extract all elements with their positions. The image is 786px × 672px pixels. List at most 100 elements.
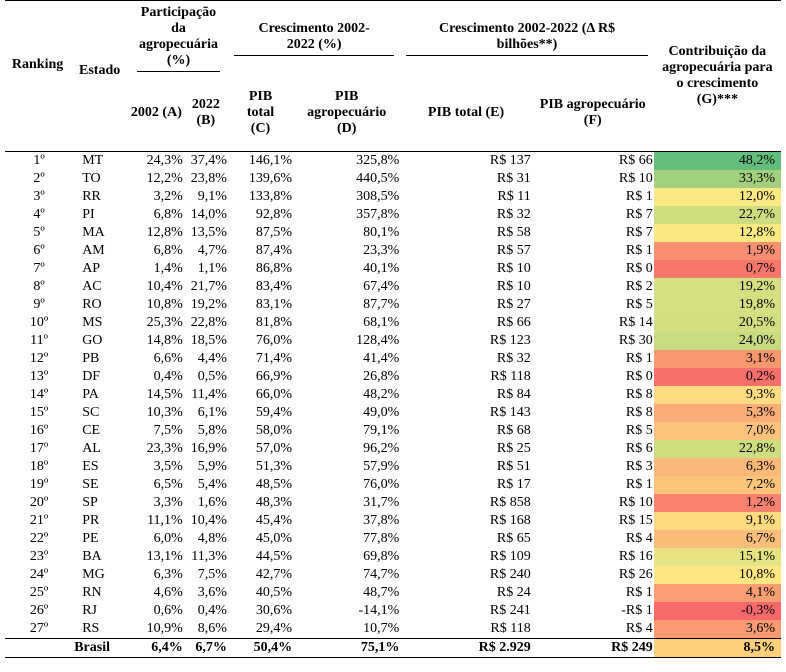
rank-cell: 1º bbox=[33, 153, 45, 168]
total-estado: Brasil bbox=[70, 638, 130, 658]
table-row: 8º AC 10,4% 21,7% 83,4% 67,4% R$ 10 R$ 2 19,2% bbox=[5, 278, 781, 296]
pib-total-pct-cell: 51,3% bbox=[255, 459, 293, 474]
pib-agro-pct-cell: 26,8% bbox=[363, 369, 400, 384]
estado-cell: BA bbox=[82, 549, 102, 564]
pib-agro-pct-cell: 10,7% bbox=[363, 621, 400, 636]
pib-agro-abs-cell: R$ 8 bbox=[625, 405, 653, 420]
rank-cell: 20º bbox=[29, 495, 49, 510]
pib-total-pct-cell: 87,5% bbox=[255, 225, 293, 240]
table-row: 13º DF 0,4% 0,5% 66,9% 26,8% R$ 118 R$ 0 0,2% bbox=[5, 368, 781, 386]
part-2022-cell: 9,1% bbox=[197, 189, 227, 204]
total-a: 6,4% bbox=[129, 638, 184, 658]
contribuicao-cell: 33,3% bbox=[653, 170, 781, 188]
pib-agro-pct-cell: 41,4% bbox=[363, 351, 400, 366]
pib-total-pct-cell: 59,4% bbox=[255, 405, 293, 420]
part-2002-cell: 3,3% bbox=[153, 495, 183, 510]
contribuicao-cell: 22,8% bbox=[653, 440, 781, 458]
rank-cell: 8º bbox=[33, 279, 45, 294]
contribuicao-cell: 20,5% bbox=[653, 314, 781, 332]
part-2002-cell: 7,5% bbox=[153, 423, 183, 438]
part-2002-cell: 23,3% bbox=[146, 441, 183, 456]
estado-cell: DF bbox=[82, 369, 101, 384]
header-crescimento-abs: Crescimento 2002-2022 (Δ R$ bilhões**) bbox=[400, 0, 654, 75]
pib-agro-pct-cell: 308,5% bbox=[356, 189, 400, 204]
header-col-b: 2022 (B) bbox=[183, 75, 228, 152]
contribuicao-cell: 5,3% bbox=[653, 404, 781, 422]
pib-total-abs-cell: R$ 32 bbox=[496, 351, 531, 366]
pib-total-pct-cell: 40,5% bbox=[255, 585, 293, 600]
contribuicao-cell: 4,1% bbox=[653, 584, 781, 602]
pib-agro-abs-cell: R$ 3 bbox=[625, 459, 653, 474]
part-2002-cell: 0,6% bbox=[153, 603, 183, 618]
table-body: 1º MT 24,3% 37,4% 146,1% 325,8% R$ 137 R$ 66 48,… bbox=[5, 151, 781, 639]
estado-cell: AC bbox=[82, 279, 102, 294]
part-2002-cell: 6,8% bbox=[153, 243, 183, 258]
contribuicao-cell: 1,9% bbox=[653, 242, 781, 260]
pib-total-abs-cell: R$ 118 bbox=[490, 369, 531, 384]
pib-agro-pct-cell: 23,3% bbox=[363, 243, 400, 258]
part-2022-cell: 5,8% bbox=[197, 423, 227, 438]
pib-total-pct-cell: 76,0% bbox=[255, 333, 293, 348]
part-2002-cell: 10,3% bbox=[146, 405, 183, 420]
estado-cell: RN bbox=[82, 585, 102, 600]
contribuicao-cell: 3,6% bbox=[653, 620, 781, 639]
estado-cell: MA bbox=[82, 225, 105, 240]
rank-cell: 3º bbox=[33, 189, 45, 204]
pib-total-abs-cell: R$ 25 bbox=[496, 441, 531, 456]
pib-total-pct-cell: 45,0% bbox=[255, 531, 293, 546]
table-row: 10º MS 25,3% 22,8% 81,8% 68,1% R$ 66 R$ 14 20,5% bbox=[5, 314, 781, 332]
contribuicao-cell: 6,7% bbox=[653, 530, 781, 548]
contribuicao-cell: 7,0% bbox=[653, 422, 781, 440]
rank-cell: 10º bbox=[29, 315, 49, 330]
part-2022-cell: 0,4% bbox=[197, 603, 227, 618]
pib-total-abs-cell: R$ 65 bbox=[496, 531, 531, 546]
rank-cell: 5º bbox=[33, 225, 45, 240]
pib-agro-abs-cell: R$ 6 bbox=[625, 441, 653, 456]
table-row: 9º RO 10,8% 19,2% 83,1% 87,7% R$ 27 R$ 5 19,8% bbox=[5, 296, 781, 314]
pib-total-pct-cell: 83,1% bbox=[255, 297, 293, 312]
pib-agro-abs-cell: R$ 16 bbox=[618, 549, 653, 564]
contribuicao-cell: 19,8% bbox=[653, 296, 781, 314]
pib-total-abs-cell: R$ 137 bbox=[489, 153, 531, 168]
pib-agro-abs-cell: R$ 4 bbox=[625, 531, 653, 546]
rank-cell: 9º bbox=[33, 297, 45, 312]
pib-agro-abs-cell: R$ 15 bbox=[618, 513, 653, 528]
pib-agro-abs-cell: R$ 1 bbox=[625, 243, 653, 258]
table-row: 11º GO 14,8% 18,5% 76,0% 128,4% R$ 123 R$ 30 24,… bbox=[5, 332, 781, 350]
part-2022-cell: 19,2% bbox=[190, 297, 227, 312]
header-ranking: Ranking bbox=[5, 0, 71, 152]
part-2022-cell: 14,0% bbox=[190, 207, 227, 222]
pib-agro-abs-cell: R$ 7 bbox=[625, 225, 653, 240]
part-2002-cell: 10,8% bbox=[146, 297, 183, 312]
estado-cell: RO bbox=[82, 297, 102, 312]
pib-agro-pct-cell: 37,8% bbox=[363, 513, 400, 528]
table-row: 27º RS 10,9% 8,6% 29,4% 10,7% R$ 118 R$ 4 3,6% bbox=[5, 620, 781, 639]
part-2002-cell: 6,8% bbox=[153, 207, 183, 222]
estado-cell: AP bbox=[82, 261, 101, 276]
pib-agro-pct-cell: 440,5% bbox=[356, 171, 400, 186]
estado-cell: CE bbox=[82, 423, 101, 438]
part-2022-cell: 23,8% bbox=[190, 171, 227, 186]
estado-cell: RJ bbox=[82, 603, 97, 618]
header-crescimento-pct-label: Crescimento 2002-2022 (%) bbox=[233, 21, 395, 56]
pib-total-pct-cell: 81,8% bbox=[255, 315, 293, 330]
pib-agro-pct-cell: 48,2% bbox=[363, 387, 400, 402]
pib-total-pct-cell: 66,9% bbox=[255, 369, 293, 384]
pib-total-pct-cell: 45,4% bbox=[255, 513, 293, 528]
pib-total-pct-cell: 83,4% bbox=[255, 279, 293, 294]
contribuicao-cell: 48,2% bbox=[653, 151, 781, 170]
pib-total-pct-cell: 133,8% bbox=[248, 189, 293, 204]
pib-total-pct-cell: 30,6% bbox=[255, 603, 293, 618]
contribuicao-cell: 0,7% bbox=[653, 260, 781, 278]
pib-agro-abs-cell: R$ 14 bbox=[618, 315, 653, 330]
pib-agro-pct-cell: 69,8% bbox=[363, 549, 400, 564]
part-2022-cell: 3,6% bbox=[197, 585, 227, 600]
part-2022-cell: 7,5% bbox=[197, 567, 227, 582]
part-2022-cell: 16,9% bbox=[190, 441, 227, 456]
rank-cell: 24º bbox=[29, 567, 49, 582]
table-row: 12º PB 6,6% 4,4% 71,4% 41,4% R$ 32 R$ 1 3,1% bbox=[5, 350, 781, 368]
pib-total-pct-cell: 139,6% bbox=[248, 171, 293, 186]
total-e: R$ 2.929 bbox=[400, 638, 532, 658]
header-crescimento-pct: Crescimento 2002-2022 (%) bbox=[227, 0, 401, 75]
rank-cell: 18º bbox=[29, 459, 49, 474]
